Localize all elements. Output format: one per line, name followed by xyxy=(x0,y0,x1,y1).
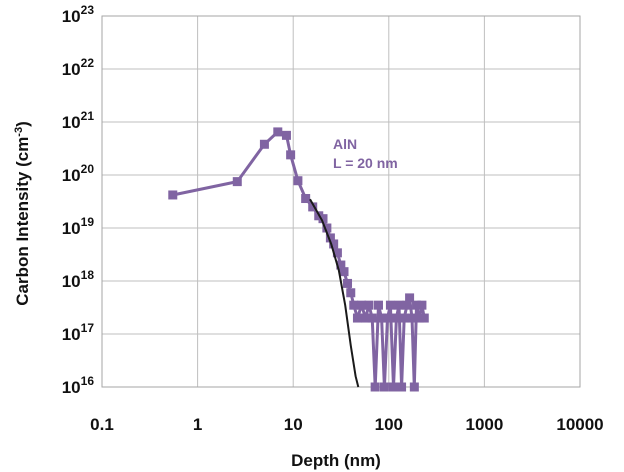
data-point-marker xyxy=(346,288,356,298)
fit-line xyxy=(309,198,360,388)
data-point-marker xyxy=(308,202,318,212)
data-point-marker xyxy=(402,300,412,310)
y-tick-label: 1022 xyxy=(62,56,95,79)
x-tick-label: 100 xyxy=(375,415,403,434)
y-axis-label-exponent: -3 xyxy=(13,127,25,137)
data-point-marker xyxy=(339,267,349,277)
data-point-marker xyxy=(367,313,377,323)
data-point-marker xyxy=(417,300,427,310)
x-tick-label: 0.1 xyxy=(90,415,114,434)
data-point-marker xyxy=(391,313,401,323)
data-point-marker xyxy=(259,139,269,149)
data-point-marker xyxy=(360,313,370,323)
data-point-marker xyxy=(325,233,335,243)
data-point-marker xyxy=(414,313,424,323)
data-point-marker xyxy=(379,382,389,392)
y-tick-label: 1019 xyxy=(62,215,95,238)
annotation-diffusion-length: L = 20 nm xyxy=(333,155,398,171)
data-point-marker xyxy=(352,313,362,323)
data-point-marker xyxy=(389,382,399,392)
grid xyxy=(101,15,581,388)
x-axis-tick-labels: 0.1 1 10 100 1000 10000 xyxy=(90,415,603,434)
data-point-marker xyxy=(383,313,393,323)
data-point-marker xyxy=(318,214,328,224)
x-tick-label: 1 xyxy=(193,415,202,434)
y-tick-label: 1018 xyxy=(62,268,95,291)
annotation-material: AlN xyxy=(333,136,357,152)
data-point-marker xyxy=(412,300,422,310)
data-point-marker xyxy=(407,313,417,323)
data-point-marker xyxy=(405,293,415,303)
data-point-marker xyxy=(286,150,296,160)
data-point-marker xyxy=(301,194,311,204)
x-tick-label: 10 xyxy=(284,415,303,434)
y-tick-label: 1021 xyxy=(62,109,95,132)
data-point-marker xyxy=(394,300,404,310)
data-point-marker xyxy=(273,127,283,137)
data-point-marker xyxy=(281,130,291,140)
data-point-marker xyxy=(343,278,353,288)
data-point-marker xyxy=(336,260,346,270)
aln-series xyxy=(168,127,429,392)
data-point-marker xyxy=(357,300,367,310)
data-point-marker xyxy=(397,382,407,392)
x-axis-label: Depth (nm) xyxy=(291,451,381,470)
data-point-marker xyxy=(322,223,332,233)
data-point-marker xyxy=(370,382,380,392)
data-point-marker xyxy=(364,300,374,310)
data-point-marker xyxy=(399,313,409,323)
fit-curve xyxy=(309,198,360,388)
x-tick-label: 10000 xyxy=(556,415,603,434)
y-tick-label: 1017 xyxy=(62,321,95,344)
data-point-marker xyxy=(232,177,242,187)
plot-frame xyxy=(101,15,581,388)
data-point-marker xyxy=(409,382,419,392)
data-point-marker xyxy=(373,300,383,310)
data-point-marker xyxy=(329,239,339,249)
x-tick-label: 1000 xyxy=(465,415,503,434)
data-point-marker xyxy=(293,176,303,186)
data-point-marker xyxy=(377,313,387,323)
data-point-marker xyxy=(419,313,429,323)
y-axis-label-close: ) xyxy=(13,121,32,127)
y-tick-label: 1023 xyxy=(62,3,95,26)
data-point-marker xyxy=(168,190,178,200)
y-axis-label-main: Carbon Intensity (cm xyxy=(13,137,32,306)
data-point-marker xyxy=(349,300,359,310)
y-tick-label: 1020 xyxy=(62,162,95,185)
y-axis-tick-labels: 1016 1017 1018 1019 1020 1021 1022 1023 xyxy=(62,3,95,397)
data-point-marker xyxy=(385,300,395,310)
y-tick-label: 1016 xyxy=(62,374,95,397)
y-axis-label: Carbon Intensity (cm-3) xyxy=(13,121,32,306)
data-point-marker xyxy=(332,248,342,258)
